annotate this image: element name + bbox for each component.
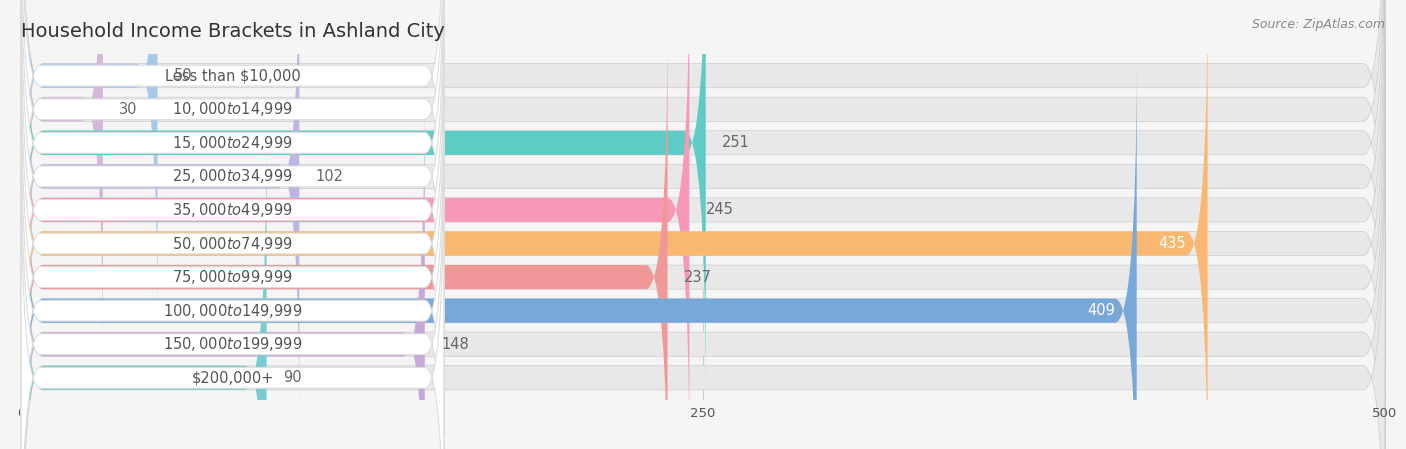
FancyBboxPatch shape: [21, 0, 1385, 399]
FancyBboxPatch shape: [21, 0, 444, 300]
FancyBboxPatch shape: [21, 86, 444, 449]
Text: $25,000 to $34,999: $25,000 to $34,999: [172, 167, 292, 185]
FancyBboxPatch shape: [21, 54, 1385, 449]
FancyBboxPatch shape: [21, 0, 1385, 433]
FancyBboxPatch shape: [21, 21, 1385, 449]
Text: $10,000 to $14,999: $10,000 to $14,999: [172, 100, 292, 118]
FancyBboxPatch shape: [21, 121, 1385, 449]
Text: $50,000 to $74,999: $50,000 to $74,999: [172, 234, 292, 252]
FancyBboxPatch shape: [21, 120, 444, 449]
Text: $15,000 to $24,999: $15,000 to $24,999: [172, 134, 292, 152]
FancyBboxPatch shape: [21, 0, 706, 399]
FancyBboxPatch shape: [21, 0, 689, 449]
FancyBboxPatch shape: [21, 0, 299, 433]
Text: 435: 435: [1159, 236, 1185, 251]
FancyBboxPatch shape: [21, 0, 1385, 449]
Text: 148: 148: [441, 337, 468, 352]
FancyBboxPatch shape: [21, 0, 103, 365]
Text: $200,000+: $200,000+: [191, 370, 274, 385]
Text: 251: 251: [723, 135, 749, 150]
FancyBboxPatch shape: [21, 53, 444, 449]
Text: 50: 50: [174, 68, 193, 83]
Text: Household Income Brackets in Ashland City: Household Income Brackets in Ashland Cit…: [21, 22, 444, 41]
FancyBboxPatch shape: [21, 54, 1136, 449]
FancyBboxPatch shape: [21, 0, 157, 332]
FancyBboxPatch shape: [21, 21, 668, 449]
Text: $75,000 to $99,999: $75,000 to $99,999: [172, 268, 292, 286]
Text: Source: ZipAtlas.com: Source: ZipAtlas.com: [1251, 18, 1385, 31]
FancyBboxPatch shape: [21, 0, 444, 435]
Text: Less than $10,000: Less than $10,000: [165, 68, 301, 83]
FancyBboxPatch shape: [21, 0, 444, 367]
FancyBboxPatch shape: [21, 88, 425, 449]
Text: 102: 102: [316, 169, 343, 184]
FancyBboxPatch shape: [21, 88, 1385, 449]
Text: 245: 245: [706, 202, 734, 217]
FancyBboxPatch shape: [21, 121, 267, 449]
FancyBboxPatch shape: [21, 0, 1208, 449]
Text: 409: 409: [1087, 303, 1115, 318]
Text: $35,000 to $49,999: $35,000 to $49,999: [172, 201, 292, 219]
Text: 30: 30: [120, 102, 138, 117]
FancyBboxPatch shape: [21, 153, 444, 449]
FancyBboxPatch shape: [21, 0, 444, 401]
FancyBboxPatch shape: [21, 0, 1385, 365]
Text: 90: 90: [283, 370, 301, 385]
FancyBboxPatch shape: [21, 0, 444, 334]
FancyBboxPatch shape: [21, 19, 444, 449]
Text: 237: 237: [683, 269, 711, 285]
FancyBboxPatch shape: [21, 0, 1385, 332]
Text: $150,000 to $199,999: $150,000 to $199,999: [163, 335, 302, 353]
FancyBboxPatch shape: [21, 0, 1385, 449]
Text: $100,000 to $149,999: $100,000 to $149,999: [163, 302, 302, 320]
